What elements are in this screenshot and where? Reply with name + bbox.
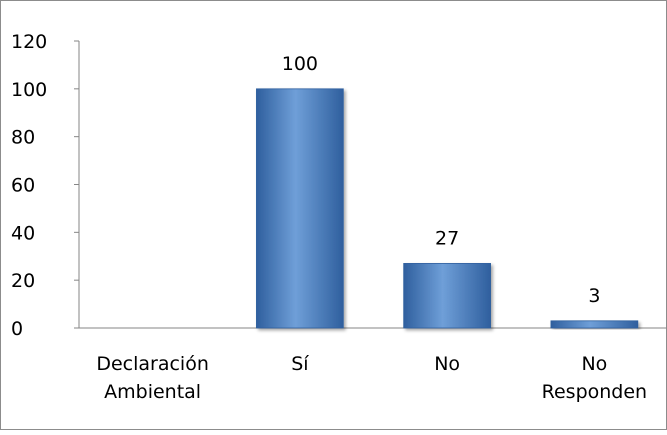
data-label-2: 100 [282,53,318,75]
x-tick-label: No [434,353,460,375]
x-tick-label-line: Ambiental [104,381,201,403]
bar-3 [403,263,491,329]
y-tick-label: 60 [11,175,35,197]
data-label-4: 3 [588,285,600,307]
x-tick-label: Sí [291,353,309,375]
y-tick-label: 100 [11,79,47,101]
data-label-3: 27 [435,227,459,249]
y-tick-label: 20 [11,270,35,292]
x-tick-label-line: Declaración [96,353,209,375]
x-tick-label-line: Sí [291,353,309,375]
y-tick-label: 40 [11,222,35,244]
x-tick-label: Declaración Ambiental [96,353,209,403]
x-axis-labels: Declaración Ambiental Sí No No Responden [96,353,647,403]
bar-2 [256,88,344,329]
bars [256,88,639,329]
x-tick-label-line: No [581,353,607,375]
y-tick-label: 0 [11,318,23,340]
x-tick-label: No Responden [542,353,647,403]
bar-4 [550,320,639,329]
x-tick-label-line: No [434,353,460,375]
x-tick-label-line: Responden [542,381,647,403]
y-tick-label: 120 [11,31,47,53]
data-labels: 100 27 3 [282,53,601,307]
y-axis-ticks: 0 20 40 60 80 100 120 [11,31,79,340]
y-tick-label: 80 [11,127,35,149]
